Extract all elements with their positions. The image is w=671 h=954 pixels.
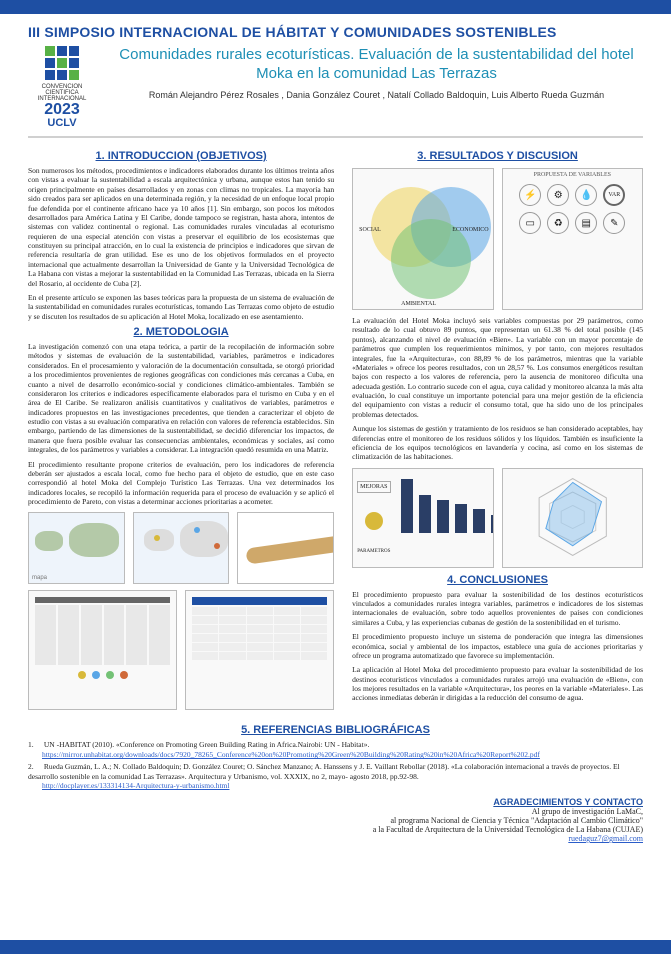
section-results-title: 3. RESULTADOS Y DISCUSION bbox=[352, 150, 643, 162]
venn-label-social: SOCIAL bbox=[359, 227, 381, 233]
figure-row-venn-vars: SOCIAL ECONOMICO AMBIENTAL PROPUESTA DE … bbox=[352, 168, 643, 310]
ack-line: al programa Nacional de Ciencia y Técnic… bbox=[28, 816, 643, 825]
figure-matrix-1 bbox=[28, 590, 177, 710]
bar bbox=[455, 504, 467, 533]
ref-link[interactable]: http://docplayer.es/133314134-Arquitectu… bbox=[42, 781, 229, 790]
poster-page: III SIMPOSIO INTERNACIONAL DE HÁBITAT Y … bbox=[0, 14, 671, 863]
logo-uclv: UCLV bbox=[47, 118, 76, 129]
figure-row-charts: MEJORAS PARAMETROS bbox=[352, 468, 643, 568]
var-icon: ⚡ bbox=[519, 184, 541, 206]
section-method-title: 2. METODOLOGIA bbox=[28, 326, 334, 338]
fig-label: mapa bbox=[32, 575, 47, 581]
ack-line: Al grupo de investigación LaMaC, bbox=[28, 807, 643, 816]
bar bbox=[419, 495, 431, 532]
header-separator bbox=[28, 136, 643, 138]
vars-panel-title: PROPUESTA DE VARIABLES bbox=[503, 169, 642, 178]
paper-title: Comunidades rurales ecoturísticas. Evalu… bbox=[110, 46, 643, 84]
venn-label-amb: AMBIENTAL bbox=[401, 301, 436, 307]
figure-mejoras: MEJORAS PARAMETROS bbox=[352, 468, 493, 568]
figure-world-map-2 bbox=[133, 512, 230, 584]
var-icon: ✎ bbox=[603, 212, 625, 234]
concl-p1: El procedimiento propuesto para evaluar … bbox=[352, 590, 643, 628]
ref-link[interactable]: https://mirror.unhabitat.org/downloads/d… bbox=[42, 750, 540, 759]
acknowledgements: AGRADECIMIENTOS Y CONTACTO Al grupo de i… bbox=[28, 797, 643, 843]
figure-venn: SOCIAL ECONOMICO AMBIENTAL bbox=[352, 168, 493, 310]
var-icon-center: VAR bbox=[603, 184, 625, 206]
bottom-color-band bbox=[0, 940, 671, 954]
radar-svg bbox=[503, 469, 642, 565]
concl-p2: El procedimiento propuesto incluye un si… bbox=[352, 632, 643, 660]
results-p1: La evaluación del Hotel Moka incluyó sei… bbox=[352, 316, 643, 419]
ref-num: 1. bbox=[28, 740, 42, 750]
method-p2: El procedimiento resultante propone crit… bbox=[28, 460, 334, 507]
ack-email-link[interactable]: ruedaguz7@gmail.com bbox=[568, 834, 643, 843]
bar bbox=[401, 479, 413, 532]
figure-row-maps: mapa bbox=[28, 512, 334, 584]
ack-title: AGRADECIMIENTOS Y CONTACTO bbox=[28, 797, 643, 807]
bar bbox=[491, 515, 494, 532]
bar-chart bbox=[395, 469, 494, 539]
logo-year: 2023 bbox=[44, 102, 80, 118]
concl-p3: La aplicación al Hotel Moka del procedim… bbox=[352, 665, 643, 703]
reference-item: 1. UN -HABITAT (2010). «Conference on Pr… bbox=[28, 740, 643, 760]
right-column: 3. RESULTADOS Y DISCUSION SOCIAL ECONOMI… bbox=[352, 146, 643, 716]
results-p2: Aunque los sistemas de gestión y tratami… bbox=[352, 424, 643, 462]
left-column: 1. INTRODUCCION (OBJETIVOS) Son numeroso… bbox=[28, 146, 334, 716]
reference-item: 2. Rueda Guzmán, L. A.; N. Collado Baldo… bbox=[28, 762, 643, 791]
var-icon: 💧 bbox=[575, 184, 597, 206]
section-refs-title: 5. REFERENCIAS BIBLIOGRÁFICAS bbox=[28, 724, 643, 736]
figure-cuba-map bbox=[237, 512, 334, 584]
method-p1: La investigación comenzó con una etapa t… bbox=[28, 342, 334, 455]
venn-label-econ: ECONOMICO bbox=[452, 227, 488, 233]
top-color-band bbox=[0, 0, 671, 14]
symposium-title: III SIMPOSIO INTERNACIONAL DE HÁBITAT Y … bbox=[28, 24, 643, 40]
convention-logo: CONVENCION CIENTIFICA INTERNACIONAL 2023… bbox=[28, 46, 96, 124]
ref-text: UN -HABITAT (2010). «Conference on Promo… bbox=[44, 740, 369, 749]
figure-matrix-2 bbox=[185, 590, 334, 710]
ref-text: Rueda Guzmán, L. A.; N. Collado Baldoqui… bbox=[28, 762, 620, 781]
bar bbox=[473, 509, 485, 533]
vars-icon-row: ⚡ ⚙ 💧 VAR ▭ ♻ ▤ ✎ bbox=[503, 178, 642, 240]
var-icon: ⚙ bbox=[547, 184, 569, 206]
var-icon: ♻ bbox=[547, 212, 569, 234]
section-concl-title: 4. CONCLUSIONES bbox=[352, 574, 643, 586]
ref-num: 2. bbox=[28, 762, 42, 772]
logo-squares bbox=[45, 46, 79, 80]
var-icon: ▤ bbox=[575, 212, 597, 234]
bar bbox=[437, 500, 449, 533]
figure-variables-panel: PROPUESTA DE VARIABLES ⚡ ⚙ 💧 VAR ▭ ♻ ▤ ✎ bbox=[502, 168, 643, 310]
section-intro-title: 1. INTRODUCCION (OBJETIVOS) bbox=[28, 150, 334, 162]
header: III SIMPOSIO INTERNACIONAL DE HÁBITAT Y … bbox=[28, 14, 643, 130]
authors: Román Alejandro Pérez Rosales , Dania Go… bbox=[110, 90, 643, 100]
references-list: 1. UN -HABITAT (2010). «Conference on Pr… bbox=[28, 740, 643, 791]
figure-row-matrix bbox=[28, 590, 334, 710]
var-icon: ▭ bbox=[519, 212, 541, 234]
intro-p2: En el presente artículo se exponen las b… bbox=[28, 293, 334, 321]
intro-p1: Son numerosos los métodos, procedimiento… bbox=[28, 166, 334, 288]
figure-radar bbox=[502, 468, 643, 568]
main-columns: 1. INTRODUCCION (OBJETIVOS) Son numeroso… bbox=[28, 146, 643, 716]
ack-line: a la Facultad de Arquitectura de la Univ… bbox=[28, 825, 643, 834]
figure-world-map-1: mapa bbox=[28, 512, 125, 584]
